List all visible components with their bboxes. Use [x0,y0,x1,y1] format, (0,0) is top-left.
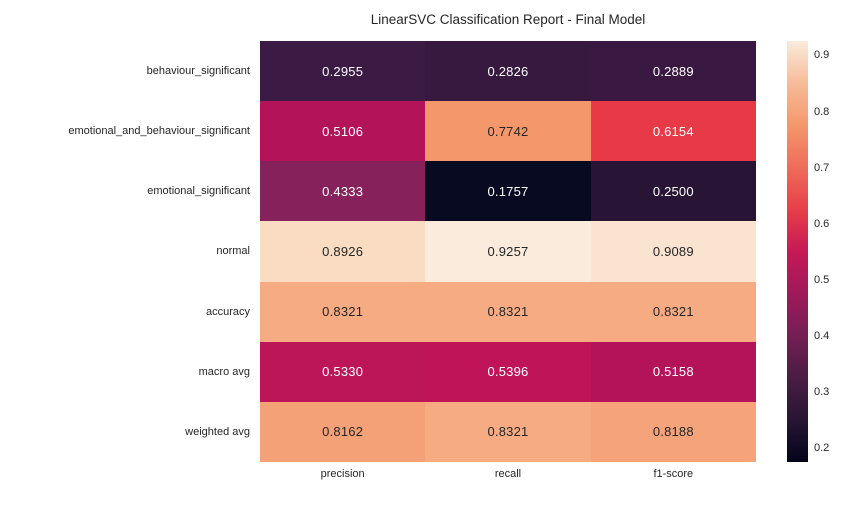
y-tick-label: emotional_and_behaviour_significant [68,125,250,138]
heatmap-cell: 0.2955 [260,41,426,102]
y-tick-label: macro avg [198,365,250,378]
heatmap-cell: 0.2889 [590,41,756,102]
colorbar-tick-label: 0.8 [814,105,830,118]
heatmap-cell: 0.5158 [590,341,756,402]
colorbar-tick-label: 0.7 [814,161,830,174]
chart-title: LinearSVC Classification Report - Final … [370,12,646,27]
heatmap-cell: 0.8321 [425,401,591,462]
colorbar-tick-label: 0.5 [814,273,830,286]
y-axis: behaviour_significant emotional_and_behav… [0,41,250,462]
heatmap-cell: 0.5330 [260,341,426,402]
y-tick-label: accuracy [205,305,250,318]
heatmap-cell: 0.2500 [590,161,756,222]
colorbar-tick-label: 0.6 [814,217,830,230]
heatmap-cell: 0.9089 [590,221,756,282]
heatmap-cell: 0.5396 [425,341,591,402]
heatmap-cell: 0.7742 [425,101,591,162]
colorbar-tick-label: 0.2 [814,442,830,455]
heatmap-cell: 0.2826 [425,41,591,102]
y-tick-label: behaviour_significant [146,65,250,78]
x-axis: precision recall f1-score [260,468,756,480]
heatmap-cell: 0.6154 [590,101,756,162]
colorbar [787,41,808,462]
heatmap-cell: 0.4333 [260,161,426,222]
x-tick-label: recall [494,468,522,480]
y-tick-label: normal [216,245,250,258]
heatmap-cell: 0.8321 [590,281,756,342]
x-tick-label: f1-score [653,468,694,480]
y-tick-label: weighted avg [185,425,250,438]
heatmap-cell: 0.8321 [260,281,426,342]
x-tick-label: precision [320,468,365,480]
colorbar-tick-label: 0.9 [814,49,830,62]
heatmap-cell: 0.8162 [260,401,426,462]
heatmap-cell: 0.8188 [590,401,756,462]
heatmap-cell: 0.8926 [260,221,426,282]
heatmap-grid: 0.2955 0.2826 0.2889 0.5106 0.7742 0.6154 0.43… [260,41,756,462]
heatmap-cell: 0.9257 [425,221,591,282]
heatmap-cell: 0.5106 [260,101,426,162]
y-tick-label: emotional_significant [147,185,250,198]
heatmap-cell: 0.1757 [425,161,591,222]
colorbar-ticks: 0.9 0.8 0.7 0.6 0.5 0.4 0.3 0.2 [814,41,854,462]
colorbar-tick-label: 0.3 [814,386,830,399]
heatmap-cell: 0.8321 [425,281,591,342]
colorbar-tick-label: 0.4 [814,330,830,343]
